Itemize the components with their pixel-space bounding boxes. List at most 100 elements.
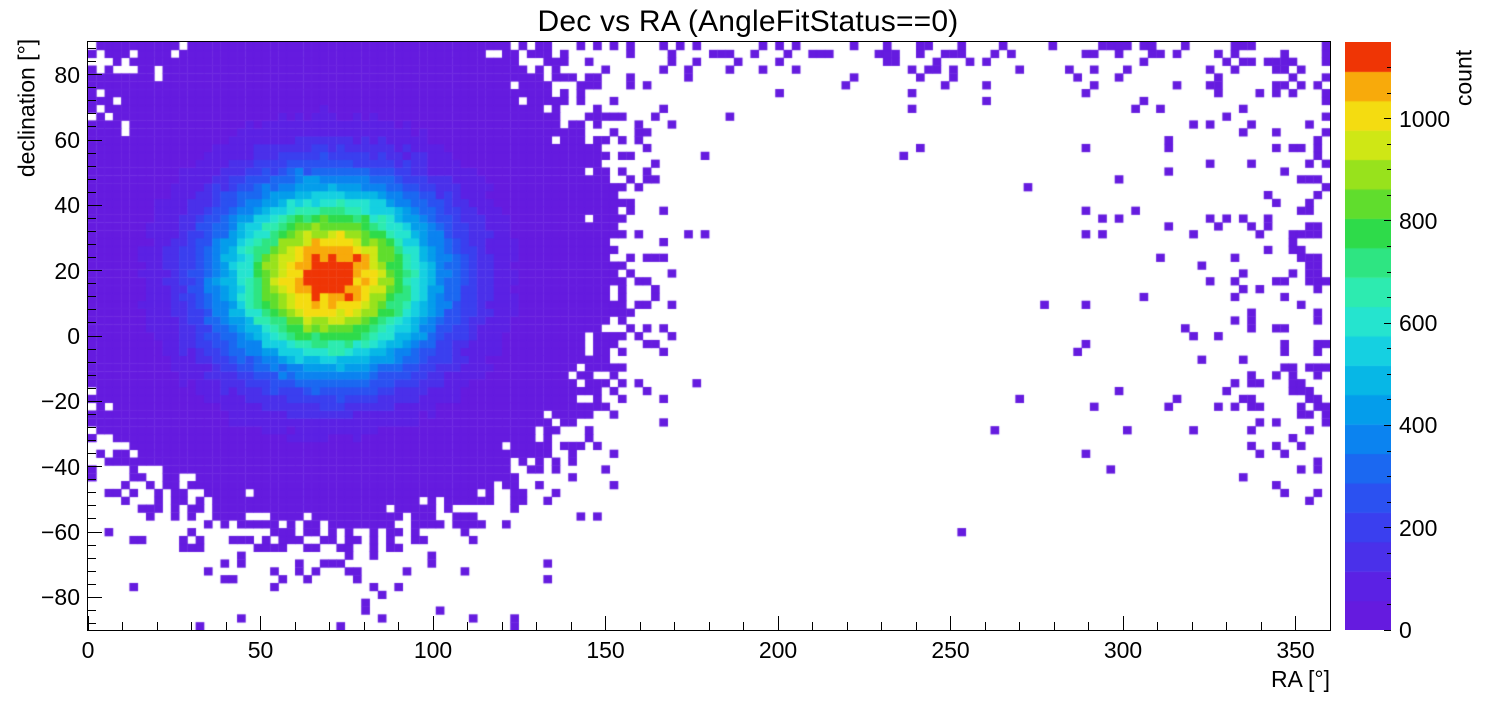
y-tick-label: 40 (54, 192, 80, 219)
z-minor-tick (1387, 348, 1391, 350)
y-tick-label: 20 (54, 257, 80, 284)
y-tick-label: 0 (67, 323, 80, 349)
x-minor-tick (1226, 622, 1227, 630)
y-minor-tick (88, 374, 96, 376)
z-minor-tick (1387, 578, 1391, 580)
x-minor-tick (363, 622, 365, 630)
y-minor-tick (88, 283, 96, 285)
x-tick-label: 0 (81, 637, 95, 663)
x-tick-label: 50 (247, 637, 274, 663)
x-minor-tick (984, 622, 986, 630)
y-minor-tick (88, 230, 96, 232)
y-minor-tick (88, 361, 96, 363)
x-minor-tick (1157, 622, 1158, 630)
y-major-tick (88, 335, 102, 337)
z-major-tick (1384, 424, 1391, 426)
x-minor-tick (639, 622, 641, 630)
z-tick-label: 200 (1399, 514, 1438, 541)
x-tick-label: 250 (931, 637, 970, 663)
y-tick-label: −40 (40, 453, 80, 480)
y-minor-tick (88, 178, 96, 180)
x-tick-label: 200 (758, 637, 798, 663)
z-major-tick (1384, 118, 1391, 120)
y-minor-tick (88, 309, 96, 311)
x-tick-label: 300 (1103, 637, 1143, 663)
z-tick-label: 400 (1399, 412, 1438, 439)
z-tick-label: 0 (1399, 617, 1412, 643)
y-minor-tick (88, 152, 96, 154)
z-tick-label: 800 (1399, 207, 1438, 234)
z-minor-tick (1387, 501, 1391, 503)
y-minor-tick (88, 413, 96, 415)
x-minor-tick (536, 622, 537, 630)
x-major-tick (260, 616, 261, 630)
x-minor-tick (398, 622, 399, 630)
y-major-tick (88, 204, 102, 206)
z-minor-tick (1387, 143, 1391, 145)
z-minor-tick (1387, 552, 1391, 554)
z-major-tick (1384, 527, 1391, 529)
x-minor-tick (467, 622, 468, 630)
x-minor-tick (1019, 622, 1020, 630)
y-minor-tick (88, 453, 96, 455)
y-major-tick (88, 74, 102, 76)
x-major-tick (432, 616, 434, 630)
y-minor-tick (88, 479, 96, 481)
x-minor-tick (1053, 622, 1055, 630)
y-minor-tick (88, 622, 96, 624)
z-major-tick (1384, 220, 1391, 222)
palette-canvas (1345, 42, 1391, 630)
z-tick-label: 600 (1399, 310, 1438, 337)
y-minor-tick (88, 583, 96, 585)
z-minor-tick (1387, 373, 1391, 375)
x-minor-tick (1088, 622, 1089, 630)
x-major-tick (605, 616, 606, 630)
x-minor-tick (674, 622, 675, 630)
y-minor-tick (88, 48, 96, 50)
x-major-tick (1295, 616, 1296, 630)
x-tick-label: 150 (586, 637, 625, 663)
x-tick-label: 100 (413, 637, 453, 663)
z-minor-tick (1387, 271, 1391, 273)
z-minor-tick (1387, 92, 1391, 94)
z-major-tick (1384, 322, 1391, 324)
y-minor-tick (88, 348, 96, 350)
z-minor-tick (1387, 169, 1391, 171)
y-major-tick (88, 531, 102, 533)
x-minor-tick (708, 622, 710, 630)
x-tick-label: 350 (1276, 637, 1315, 663)
y-minor-tick (88, 100, 96, 102)
y-minor-tick (88, 113, 96, 115)
x-minor-tick (812, 622, 813, 630)
palette-title: count (1450, 49, 1477, 107)
x-minor-tick (1329, 622, 1331, 630)
z-minor-tick (1387, 246, 1391, 248)
x-minor-tick (570, 622, 572, 630)
x-minor-tick (122, 622, 123, 630)
x-minor-tick (156, 622, 158, 630)
x-minor-tick (191, 622, 192, 630)
plot-frame (87, 41, 1331, 631)
x-minor-tick (501, 622, 503, 630)
y-minor-tick (88, 257, 96, 259)
y-major-tick (88, 400, 102, 402)
y-tick-label: 60 (54, 127, 80, 153)
z-tick-label: 1000 (1399, 105, 1451, 132)
z-minor-tick (1387, 67, 1391, 69)
y-tick-label: −60 (40, 519, 80, 545)
z-major-tick (1384, 629, 1391, 631)
x-minor-tick (225, 622, 227, 630)
x-minor-tick (294, 622, 296, 630)
x-minor-tick (915, 622, 917, 630)
heatmap-canvas (88, 42, 1330, 630)
y-minor-tick (88, 126, 96, 128)
x-minor-tick (1260, 622, 1262, 630)
z-minor-tick (1387, 603, 1391, 605)
x-minor-tick (329, 622, 330, 630)
y-minor-tick (88, 426, 96, 428)
color-palette-bar (1345, 42, 1391, 631)
y-major-tick (88, 466, 102, 468)
y-minor-tick (88, 165, 96, 167)
z-minor-tick (1387, 194, 1391, 196)
